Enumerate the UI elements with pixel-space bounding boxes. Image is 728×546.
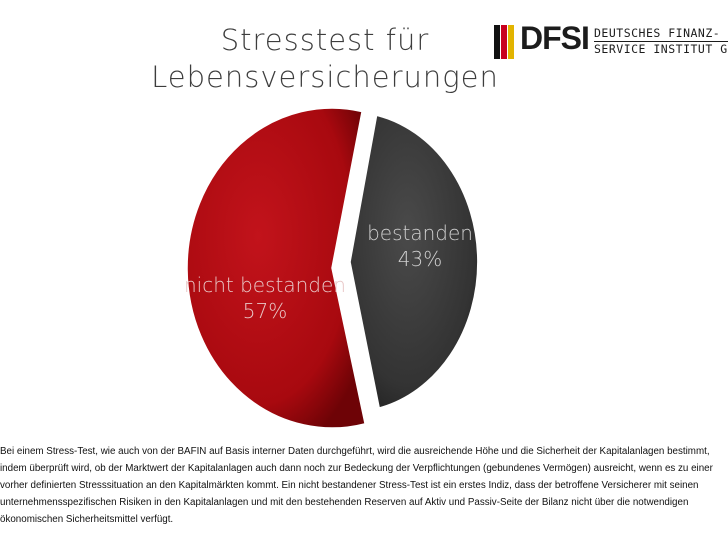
pie-slice-bestanden — [349, 114, 479, 409]
chart-title-line-2: Lebensversicherungen — [151, 60, 499, 94]
chart-title: Stresstest für Lebensversicherungen — [130, 22, 520, 96]
pie-value-nicht-bestanden: 57% — [243, 299, 287, 323]
dfsi-logo: DFSI DEUTSCHES FINANZ- SERVICE INSTITUT … — [494, 20, 728, 64]
description-text: Bei einem Stress-Test, wie auch von der … — [0, 446, 713, 525]
flag-stripe-gold — [508, 25, 514, 59]
logo-company-line-2: SERVICE INSTITUT GmbH — [594, 42, 728, 56]
pie-slice-nicht-bestanden — [186, 107, 366, 429]
flag-stripe-black — [494, 25, 500, 59]
chart-title-line-1: Stresstest für — [220, 23, 430, 57]
pie-value-bestanden: 43% — [398, 247, 442, 271]
pie-label-bestanden: bestanden — [367, 221, 473, 245]
logo-company-line-1: DEUTSCHES FINANZ- — [594, 26, 728, 42]
logo-abbreviation: DFSI — [520, 20, 590, 56]
flag-stripe-red — [501, 25, 507, 59]
pie-label-nicht-bestanden: nicht bestanden — [184, 273, 346, 297]
logo-company-name: DEUTSCHES FINANZ- SERVICE INSTITUT GmbH — [594, 26, 728, 57]
